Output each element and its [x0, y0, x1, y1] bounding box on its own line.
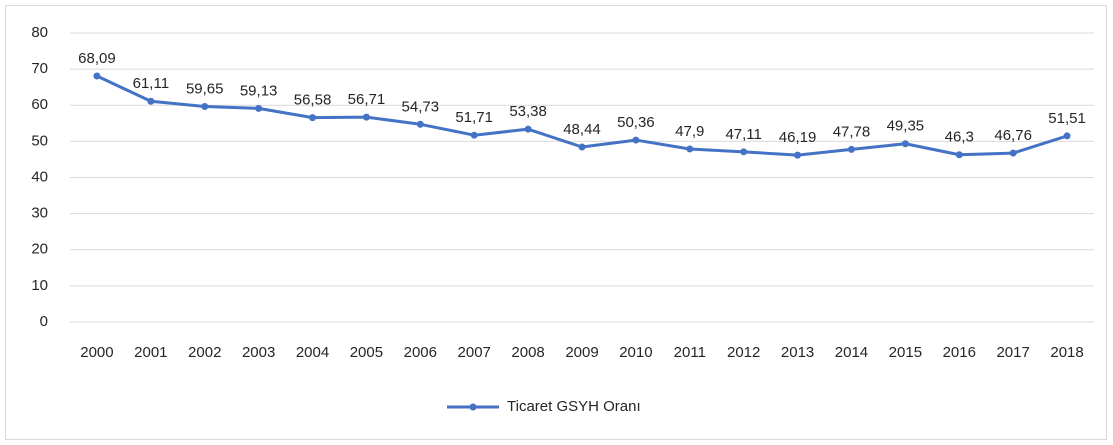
x-tick-label: 2017	[996, 344, 1029, 361]
data-label: 46,3	[945, 129, 974, 146]
data-label: 51,51	[1048, 110, 1086, 127]
data-label: 51,71	[455, 109, 493, 126]
y-tick-label: 80	[31, 24, 48, 41]
point	[847, 145, 855, 153]
x-tick-label: 2003	[242, 344, 275, 361]
y-tick-label: 50	[31, 132, 48, 149]
x-tick-label: 2016	[943, 344, 976, 361]
point	[416, 120, 424, 128]
point	[1063, 132, 1071, 140]
x-tick-label: 2006	[404, 344, 437, 361]
data-label: 53,38	[509, 103, 547, 120]
point	[686, 145, 694, 153]
y-tick-label: 10	[31, 277, 48, 294]
data-label: 54,73	[402, 98, 440, 115]
point	[1009, 149, 1017, 157]
data-label: 49,35	[887, 118, 925, 135]
point	[578, 143, 586, 151]
data-label: 47,9	[675, 123, 704, 140]
data-label: 48,44	[563, 121, 601, 138]
data-label: 46,19	[779, 129, 817, 146]
x-tick-label: 2008	[511, 344, 544, 361]
x-tick-label: 2013	[781, 344, 814, 361]
x-tick-label: 2002	[188, 344, 221, 361]
data-label: 47,78	[833, 123, 871, 140]
y-tick-label: 60	[31, 96, 48, 113]
y-tick-label: 0	[40, 313, 48, 330]
x-tick-label: 2000	[80, 344, 113, 361]
point	[255, 104, 263, 112]
point	[794, 151, 802, 159]
data-label: 50,36	[617, 114, 655, 131]
point	[147, 97, 155, 105]
y-tick-label: 40	[31, 168, 48, 185]
point	[901, 140, 909, 148]
point	[201, 103, 209, 111]
x-tick-label: 2007	[458, 344, 491, 361]
data-label: 46,76	[994, 127, 1032, 144]
data-label: 47,11	[725, 126, 761, 143]
chart-border	[5, 5, 1107, 440]
legend-label: Ticaret GSYH Oranı	[507, 398, 641, 415]
data-label: 59,65	[186, 80, 224, 97]
point	[955, 151, 963, 159]
legend-marker	[469, 403, 477, 411]
data-label: 56,71	[348, 91, 386, 108]
data-label: 68,09	[78, 50, 116, 67]
y-tick-label: 20	[31, 241, 48, 258]
point	[524, 125, 532, 133]
x-tick-label: 2005	[350, 344, 383, 361]
x-tick-label: 2010	[619, 344, 652, 361]
x-tick-label: 2015	[889, 344, 922, 361]
x-tick-label: 2011	[674, 344, 706, 361]
data-label: 56,58	[294, 92, 332, 109]
point	[93, 72, 101, 80]
x-tick-label: 2001	[134, 344, 167, 361]
x-tick-label: 2009	[565, 344, 598, 361]
x-tick-label: 2014	[835, 344, 868, 361]
point	[740, 148, 748, 156]
x-tick-label: 2004	[296, 344, 329, 361]
point	[470, 131, 478, 139]
x-tick-label: 2018	[1050, 344, 1083, 361]
point	[632, 136, 640, 144]
point	[309, 114, 317, 122]
data-label: 59,13	[240, 82, 278, 99]
x-tick-label: 2012	[727, 344, 760, 361]
point	[362, 113, 370, 121]
data-label: 61,11	[133, 75, 169, 92]
y-tick-label: 30	[31, 205, 48, 222]
y-tick-label: 70	[31, 60, 48, 77]
